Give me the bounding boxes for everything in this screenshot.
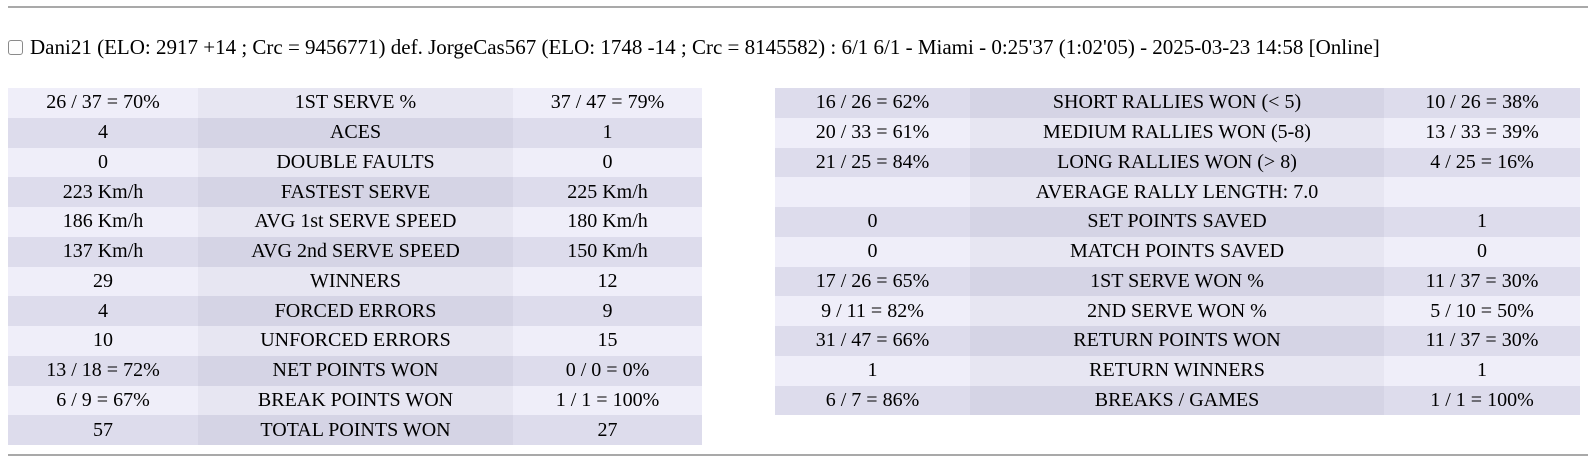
stat-row: AVERAGE RALLY LENGTH: 7.0 [775, 177, 1580, 207]
stat-label: MEDIUM RALLIES WON (5-8) [970, 117, 1384, 148]
player2-value: 150 Km/h [513, 236, 702, 267]
stat-row: 6 / 9 = 67% BREAK POINTS WON 1 / 1 = 100% [8, 385, 702, 416]
player1-value: 57 [8, 415, 198, 445]
player2-value: 9 [513, 296, 702, 326]
stat-row: 21 / 25 = 84% LONG RALLIES WON (> 8) 4 / 2… [775, 147, 1580, 178]
player2-value: 10 / 26 = 38% [1384, 88, 1580, 118]
player1-value: 13 / 18 = 72% [8, 355, 198, 386]
stat-row: 9 / 11 = 82% 2ND SERVE WON % 5 / 10 = 50% [775, 296, 1580, 326]
player1-value: 4 [8, 296, 198, 326]
bottom-divider [8, 454, 1588, 456]
player2-value: 13 / 33 = 39% [1384, 117, 1580, 148]
stat-row: 223 Km/h FASTEST SERVE 225 Km/h [8, 177, 702, 207]
stat-label: DOUBLE FAULTS [198, 147, 513, 178]
stat-row: 57 TOTAL POINTS WON 27 [8, 415, 702, 445]
stat-label: ACES [198, 117, 513, 148]
stat-label: FASTEST SERVE [198, 177, 513, 207]
player2-value: 1 [1384, 355, 1580, 386]
player1-value: 6 / 7 = 86% [775, 385, 970, 416]
stat-label: 2ND SERVE WON % [970, 296, 1384, 326]
stat-label: BREAK POINTS WON [198, 385, 513, 416]
rallies-and-return-stats-table: 16 / 26 = 62% SHORT RALLIES WON (< 5) 10 /… [775, 88, 1580, 416]
stat-label: UNFORCED ERRORS [198, 326, 513, 356]
top-divider [8, 6, 1588, 8]
player1-value: 9 / 11 = 82% [775, 296, 970, 326]
stat-row: 0 SET POINTS SAVED 1 [775, 207, 1580, 237]
stat-row: 186 Km/h AVG 1st SERVE SPEED 180 Km/h [8, 207, 702, 237]
player1-value: 31 / 47 = 66% [775, 326, 970, 356]
stat-label: MATCH POINTS SAVED [970, 236, 1384, 267]
stat-label: RETURN POINTS WON [970, 326, 1384, 356]
stat-label: RETURN WINNERS [970, 355, 1384, 386]
player2-value: 4 / 25 = 16% [1384, 147, 1580, 178]
match-select-checkbox[interactable] [8, 39, 23, 55]
player2-value: 1 [1384, 207, 1580, 237]
player2-value: 225 Km/h [513, 177, 702, 207]
player2-value: 0 [1384, 236, 1580, 267]
stat-label: 1ST SERVE % [198, 88, 513, 118]
stat-label: SET POINTS SAVED [970, 207, 1384, 237]
player2-value [1384, 177, 1580, 207]
stat-row: 4 FORCED ERRORS 9 [8, 296, 702, 326]
match-summary-text: Dani21 (ELO: 2917 +14 ; Crc = 9456771) d… [30, 35, 1380, 59]
stat-label: SHORT RALLIES WON (< 5) [970, 88, 1384, 118]
stat-label: WINNERS [198, 266, 513, 297]
stat-row: 26 / 37 = 70% 1ST SERVE % 37 / 47 = 79% [8, 88, 702, 118]
stat-row: 17 / 26 = 65% 1ST SERVE WON % 11 / 37 = 30… [775, 266, 1580, 297]
stat-row: 16 / 26 = 62% SHORT RALLIES WON (< 5) 10 /… [775, 88, 1580, 118]
player1-value: 10 [8, 326, 198, 356]
player2-value: 180 Km/h [513, 207, 702, 237]
stat-label: AVG 1st SERVE SPEED [198, 207, 513, 237]
stat-row: 31 / 47 = 66% RETURN POINTS WON 11 / 37 = … [775, 326, 1580, 356]
stat-row: 29 WINNERS 12 [8, 266, 702, 297]
stat-label: AVERAGE RALLY LENGTH: 7.0 [970, 177, 1384, 207]
player2-value: 37 / 47 = 79% [513, 88, 702, 118]
stat-row: 4 ACES 1 [8, 117, 702, 148]
player2-value: 1 / 1 = 100% [1384, 385, 1580, 416]
stat-row: 137 Km/h AVG 2nd SERVE SPEED 150 Km/h [8, 236, 702, 267]
player1-value: 4 [8, 117, 198, 148]
player1-value [775, 177, 970, 207]
player1-value: 20 / 33 = 61% [775, 117, 970, 148]
player1-value: 17 / 26 = 65% [775, 266, 970, 297]
stat-label: TOTAL POINTS WON [198, 415, 513, 445]
player2-value: 15 [513, 326, 702, 356]
stat-row: 10 UNFORCED ERRORS 15 [8, 326, 702, 356]
player1-value: 1 [775, 355, 970, 386]
player1-value: 0 [775, 207, 970, 237]
stat-label: FORCED ERRORS [198, 296, 513, 326]
player1-value: 29 [8, 266, 198, 297]
player2-value: 5 / 10 = 50% [1384, 296, 1580, 326]
stat-label: LONG RALLIES WON (> 8) [970, 147, 1384, 178]
player2-value: 11 / 37 = 30% [1384, 266, 1580, 297]
player2-value: 11 / 37 = 30% [1384, 326, 1580, 356]
stat-label: 1ST SERVE WON % [970, 266, 1384, 297]
player1-value: 0 [8, 147, 198, 178]
stat-row: 0 MATCH POINTS SAVED 0 [775, 236, 1580, 267]
player2-value: 1 [513, 117, 702, 148]
stat-row: 20 / 33 = 61% MEDIUM RALLIES WON (5-8) 13 … [775, 117, 1580, 148]
player2-value: 12 [513, 266, 702, 297]
player2-value: 0 / 0 = 0% [513, 355, 702, 386]
player2-value: 0 [513, 147, 702, 178]
player1-value: 137 Km/h [8, 236, 198, 267]
player1-value: 26 / 37 = 70% [8, 88, 198, 118]
player2-value: 1 / 1 = 100% [513, 385, 702, 416]
stat-label: NET POINTS WON [198, 355, 513, 386]
stat-row: 13 / 18 = 72% NET POINTS WON 0 / 0 = 0% [8, 355, 702, 386]
player1-value: 21 / 25 = 84% [775, 147, 970, 178]
stat-row: 0 DOUBLE FAULTS 0 [8, 147, 702, 178]
player1-value: 16 / 26 = 62% [775, 88, 970, 118]
stat-row: 6 / 7 = 86% BREAKS / GAMES 1 / 1 = 100% [775, 385, 1580, 416]
player2-value: 27 [513, 415, 702, 445]
stat-label: AVG 2nd SERVE SPEED [198, 236, 513, 267]
stat-row: 1 RETURN WINNERS 1 [775, 355, 1580, 386]
player1-value: 6 / 9 = 67% [8, 385, 198, 416]
match-result-header: Dani21 (ELO: 2917 +14 ; Crc = 9456771) d… [8, 33, 1380, 61]
player1-value: 0 [775, 236, 970, 267]
player1-value: 223 Km/h [8, 177, 198, 207]
player1-value: 186 Km/h [8, 207, 198, 237]
stat-label: BREAKS / GAMES [970, 385, 1384, 416]
